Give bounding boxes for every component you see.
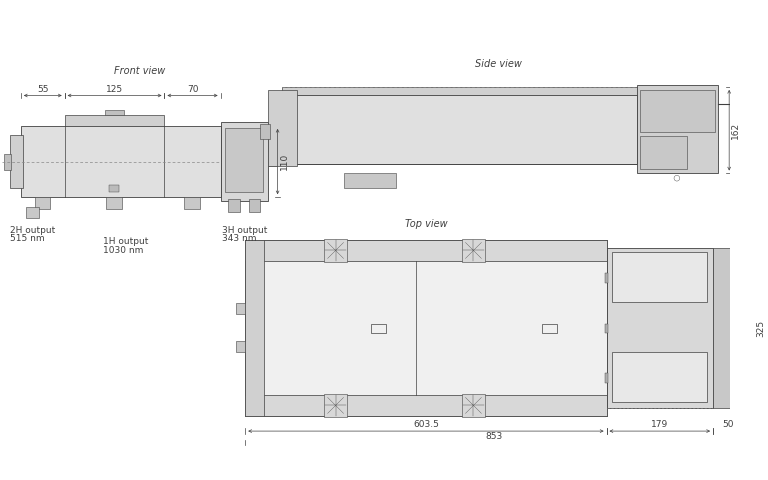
Bar xyxy=(9,135,23,188)
Bar xyxy=(462,394,485,417)
Bar xyxy=(220,122,268,201)
Text: 1H output: 1H output xyxy=(103,237,148,246)
Bar xyxy=(604,373,608,383)
Bar xyxy=(295,95,637,164)
Bar xyxy=(324,239,347,262)
Bar xyxy=(607,248,713,408)
Bar xyxy=(184,197,200,209)
Text: 162: 162 xyxy=(731,121,740,139)
Text: Top view: Top view xyxy=(405,218,447,228)
Text: 325: 325 xyxy=(756,319,765,336)
Text: 515 nm: 515 nm xyxy=(9,234,44,243)
Text: 853: 853 xyxy=(485,432,502,441)
Text: 1030 nm: 1030 nm xyxy=(103,246,143,255)
Bar xyxy=(104,110,124,115)
Circle shape xyxy=(687,141,710,164)
Text: 343 nm: 343 nm xyxy=(223,234,257,243)
Bar xyxy=(612,352,707,402)
Bar xyxy=(542,324,557,333)
Bar xyxy=(604,273,608,283)
Bar xyxy=(640,90,715,132)
Text: 50: 50 xyxy=(722,420,733,429)
Text: 125: 125 xyxy=(106,84,123,94)
Bar xyxy=(21,126,220,197)
Bar xyxy=(713,248,743,408)
Bar xyxy=(283,87,644,95)
Circle shape xyxy=(680,133,718,171)
Bar xyxy=(260,124,270,139)
Bar xyxy=(268,90,296,166)
Bar xyxy=(264,261,607,395)
Bar xyxy=(35,197,51,209)
Bar xyxy=(612,252,707,302)
Bar xyxy=(245,240,264,416)
Text: 110: 110 xyxy=(280,153,289,170)
Text: 3H output: 3H output xyxy=(223,226,268,235)
Bar xyxy=(462,239,485,262)
Bar xyxy=(225,128,263,192)
Bar xyxy=(245,395,607,416)
Bar xyxy=(604,324,608,333)
Bar xyxy=(249,199,260,213)
Bar xyxy=(344,173,396,188)
Bar xyxy=(25,207,39,218)
Text: 55: 55 xyxy=(37,84,48,94)
Text: 179: 179 xyxy=(651,420,668,429)
Bar xyxy=(268,151,276,166)
Text: Side view: Side view xyxy=(475,59,521,69)
Bar xyxy=(107,197,121,209)
Bar xyxy=(640,136,687,168)
Bar xyxy=(245,240,607,261)
Text: 2H output: 2H output xyxy=(9,226,55,235)
Bar xyxy=(228,199,240,213)
Bar xyxy=(245,240,607,416)
Text: 603.5: 603.5 xyxy=(413,420,439,429)
Text: Front view: Front view xyxy=(114,67,165,76)
Bar xyxy=(109,185,119,192)
Bar xyxy=(637,85,718,173)
Bar xyxy=(236,303,245,314)
Text: 70: 70 xyxy=(187,84,198,94)
Bar xyxy=(324,394,347,417)
Bar xyxy=(4,155,12,169)
Bar xyxy=(65,115,164,126)
Bar xyxy=(371,324,386,333)
Bar xyxy=(236,341,245,352)
